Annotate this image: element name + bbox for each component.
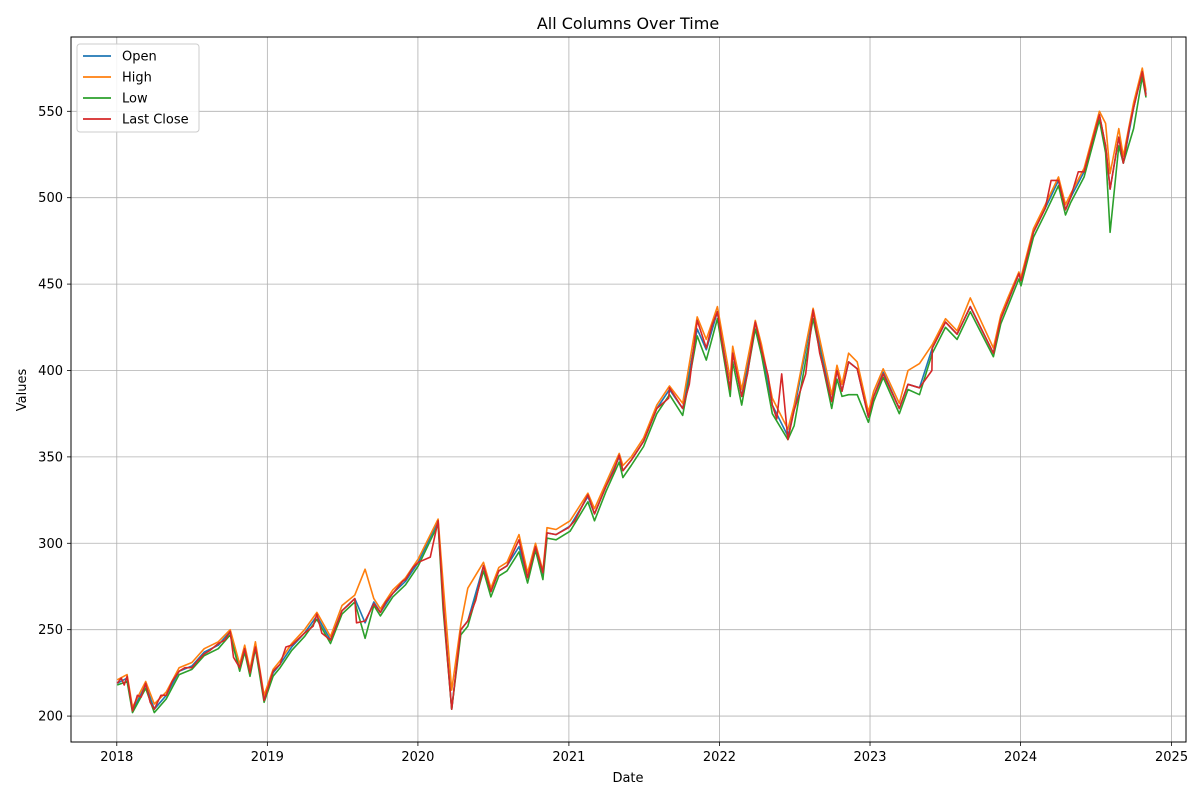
y-tick-label: 550: [38, 105, 63, 120]
legend-label-open: Open: [122, 50, 157, 65]
y-tick-label: 250: [38, 623, 63, 638]
y-ticks: 200 250 300 350 400 450 500 550: [38, 105, 71, 725]
series-lines: [116, 67, 1147, 714]
plot-frame: [70, 36, 1187, 743]
legend-label-high: High: [122, 71, 152, 86]
y-tick-label: 500: [38, 191, 63, 206]
chart-title: All Columns Over Time: [537, 14, 719, 33]
x-tick-label: 2018: [100, 750, 133, 765]
y-axis-title: Values: [15, 369, 30, 412]
legend-label-low: Low: [122, 92, 148, 107]
legend-box: [76, 43, 200, 133]
y-tick-label: 300: [38, 537, 63, 552]
series-line-last-close: [116, 70, 1147, 712]
y-tick-label: 450: [38, 278, 63, 293]
x-tick-label: 2023: [853, 750, 886, 765]
series-line-low: [116, 75, 1147, 714]
x-tick-label: 2019: [251, 750, 284, 765]
x-ticks: 2018 2019 2020 2021 2022 2023 2024 2025: [100, 742, 1188, 765]
x-tick-label: 2022: [703, 750, 736, 765]
grid: [71, 37, 1186, 742]
legend-label-last-close: Last Close: [122, 113, 189, 128]
x-tick-label: 2024: [1004, 750, 1037, 765]
series-line-high: [116, 67, 1147, 709]
y-tick-label: 400: [38, 364, 63, 379]
x-tick-label: 2025: [1155, 750, 1188, 765]
y-tick-label: 350: [38, 450, 63, 465]
x-tick-label: 2021: [552, 750, 585, 765]
x-axis-title: Date: [612, 771, 643, 786]
y-tick-label: 200: [38, 710, 63, 725]
legend: Open High Low Last Close: [76, 43, 200, 133]
x-tick-label: 2020: [401, 750, 434, 765]
